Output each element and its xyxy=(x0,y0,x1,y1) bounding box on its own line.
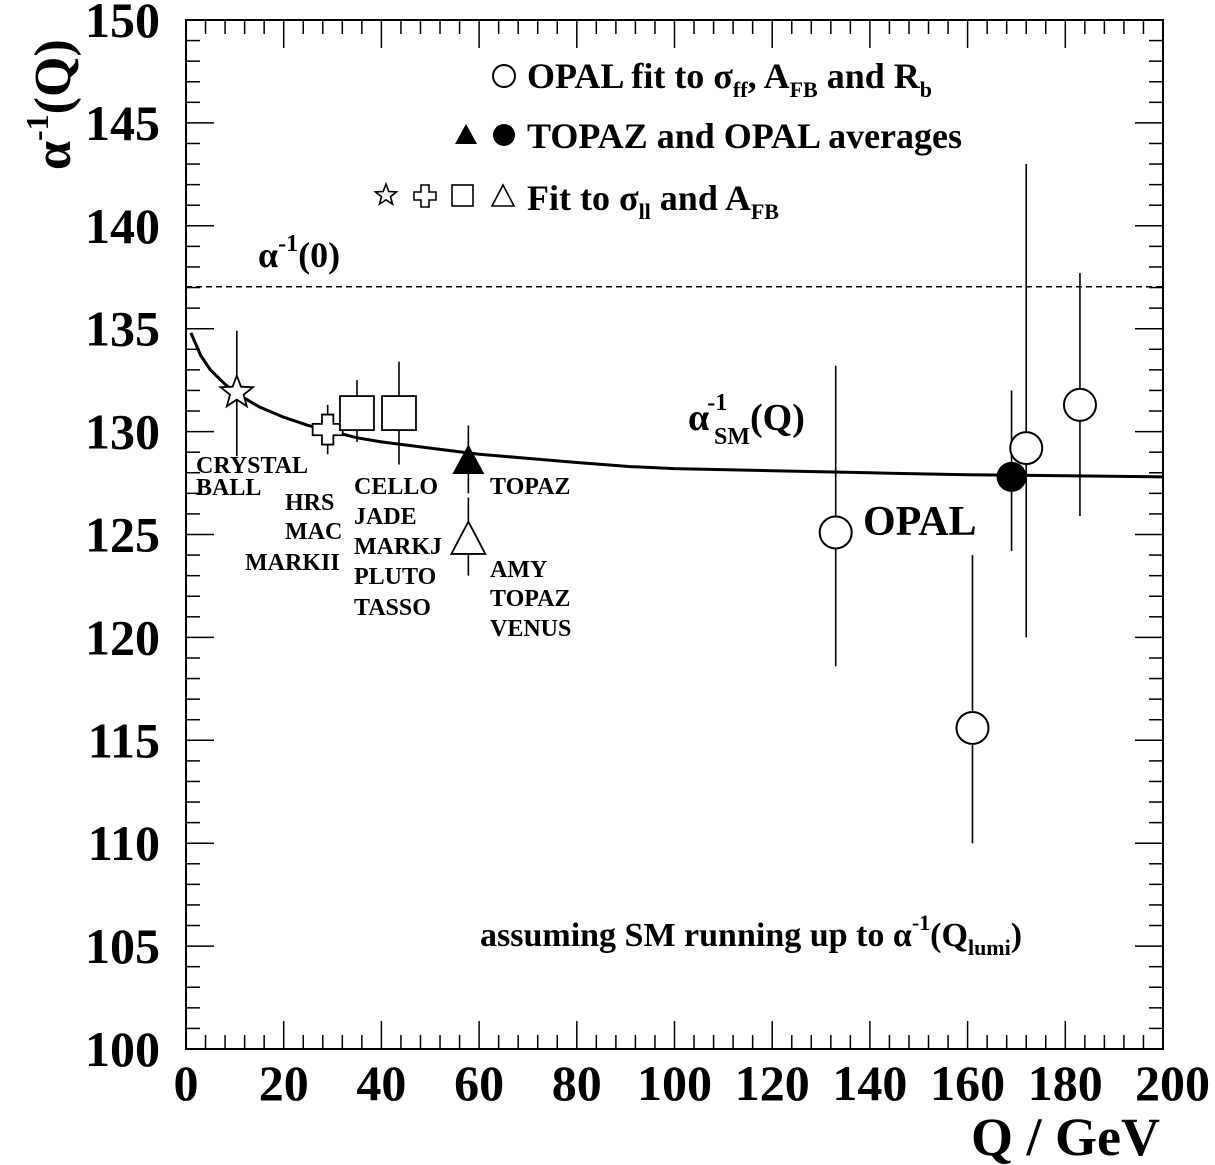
label-venus: VENUS xyxy=(490,616,571,642)
legend-star-marker xyxy=(373,181,399,206)
footnote-mid: (Q xyxy=(930,917,968,954)
sm-curve-label-main: α xyxy=(688,397,709,439)
legend-row3-mid1: and A xyxy=(651,178,751,218)
y-tick-label: 105 xyxy=(85,918,160,974)
legend-row1-mid1: , A xyxy=(748,56,790,96)
marker-open-circle xyxy=(1062,387,1097,422)
legend: OPAL fit to σff, AFB and Rb TOPAZ and OP… xyxy=(373,56,962,224)
label-opal: OPAL xyxy=(863,499,977,545)
footnote-sup: -1 xyxy=(912,910,930,935)
y-tick-label: 150 xyxy=(85,0,160,48)
legend-row3-pre: Fit to σ xyxy=(527,178,639,218)
sm-curve-label-tail: (Q) xyxy=(750,397,805,439)
y-axis-title-sup: -1 xyxy=(19,114,55,141)
legend-row-averages: TOPAZ and OPAL averages xyxy=(527,116,962,156)
y-axis-title: α-1(Q) xyxy=(19,39,82,170)
x-tick-label: 80 xyxy=(552,1055,602,1111)
y-tick-label: 140 xyxy=(85,198,160,254)
legend-row3-sub2: FB xyxy=(751,199,779,224)
x-tick-label: 60 xyxy=(454,1055,504,1111)
x-tick-label: 120 xyxy=(735,1055,810,1111)
x-tick-label: 100 xyxy=(637,1055,712,1111)
label-hrs: HRS xyxy=(285,490,334,516)
y-tick-label: 135 xyxy=(85,301,160,357)
marker-open-circle xyxy=(818,515,853,550)
sm-curve-label: α-1 SM(Q) xyxy=(688,390,805,450)
legend-square-marker xyxy=(451,184,474,207)
label-tasso: TASSO xyxy=(354,595,431,621)
label-pluto: PLUTO xyxy=(354,564,436,590)
marker-filled-circle xyxy=(996,461,1027,492)
axis-ticks xyxy=(185,19,1164,1050)
y-tick-label: 115 xyxy=(88,712,160,768)
label-amy: AMY xyxy=(490,557,547,583)
x-tick-label: 200 xyxy=(1135,1055,1210,1111)
y-tick-label: 125 xyxy=(85,507,160,563)
x-tick-label: 140 xyxy=(832,1055,907,1111)
label-markii: MARKII xyxy=(245,550,340,576)
y-tick-label: 110 xyxy=(88,815,160,871)
marker-open-square xyxy=(339,395,375,431)
data-points xyxy=(218,164,1097,844)
marker-filled-triangle xyxy=(452,444,485,475)
legend-filled-circle-marker xyxy=(493,124,515,146)
footnote-pre: assuming SM running up to α xyxy=(480,917,912,954)
y-axis-title-tail: (Q) xyxy=(25,39,82,114)
y-tick-label: 130 xyxy=(85,404,160,460)
alpha-zero-label: α-1(0) xyxy=(258,231,340,275)
legend-cross-marker xyxy=(413,184,437,208)
x-tick-label: 160 xyxy=(930,1055,1005,1111)
footnote-tail: ) xyxy=(1011,917,1022,954)
label-mac: MAC xyxy=(285,519,342,545)
legend-row1-sub2: FB xyxy=(790,77,818,102)
x-tick-labels: 0 20 40 60 80 100 120 140 160 180 200 xyxy=(174,1055,1211,1111)
alpha-zero-label-sup: -1 xyxy=(278,231,298,257)
sm-curve-label-sup: -1 xyxy=(707,390,727,416)
legend-row-fit: Fit to σll and AFB xyxy=(527,178,779,224)
alpha-zero-label-tail: (0) xyxy=(298,235,340,275)
label-ball: BALL xyxy=(196,475,261,501)
legend-open-triangle-marker xyxy=(490,183,516,207)
legend-row1-mid2: and R xyxy=(818,56,921,96)
marker-open-triangle xyxy=(449,519,487,555)
label-topaz-average: TOPAZ xyxy=(490,474,570,500)
alpha-zero-label-main: α xyxy=(258,235,278,275)
footnote-sub: lumi xyxy=(968,935,1011,960)
legend-row1-pre: OPAL fit to σ xyxy=(527,56,733,96)
y-tick-label: 100 xyxy=(85,1021,160,1077)
experiment-labels: CRYSTAL BALL HRS MAC MARKII CELLO JADE M… xyxy=(196,453,977,642)
x-tick-label: 0 xyxy=(174,1055,199,1111)
y-tick-labels: 100 105 110 115 120 125 130 135 140 145 150 xyxy=(85,0,160,1077)
x-tick-label: 180 xyxy=(1028,1055,1103,1111)
label-cello: CELLO xyxy=(354,474,438,500)
label-crystal: CRYSTAL xyxy=(196,453,308,479)
label-markj: MARKJ xyxy=(354,534,442,560)
legend-row-opal-fit: OPAL fit to σff, AFB and Rb xyxy=(527,56,932,102)
footnote: assuming SM running up to α-1(Qlumi) xyxy=(480,910,1022,960)
label-jade: JADE xyxy=(354,504,417,530)
y-axis-title-main: α xyxy=(25,141,82,170)
label-topaz: TOPAZ xyxy=(490,586,570,612)
y-tick-label: 120 xyxy=(85,609,160,665)
legend-row3-sub1: ll xyxy=(639,199,651,224)
legend-open-circle-marker xyxy=(492,64,516,88)
x-tick-label: 40 xyxy=(356,1055,406,1111)
marker-open-cross xyxy=(311,413,344,446)
marker-open-circle xyxy=(955,710,990,745)
x-axis-title: Q / GeV xyxy=(971,1107,1160,1165)
x-tick-label: 20 xyxy=(259,1055,309,1111)
legend-row1-sub3: b xyxy=(920,77,932,102)
marker-open-square xyxy=(381,395,417,431)
marker-open-star xyxy=(218,372,256,409)
marker-open-circle xyxy=(1009,431,1044,466)
legend-filled-triangle-marker xyxy=(455,124,477,144)
sm-curve-label-sub: SM xyxy=(714,424,750,450)
y-tick-label: 145 xyxy=(85,95,160,151)
legend-row1-sub1: ff xyxy=(733,77,748,102)
